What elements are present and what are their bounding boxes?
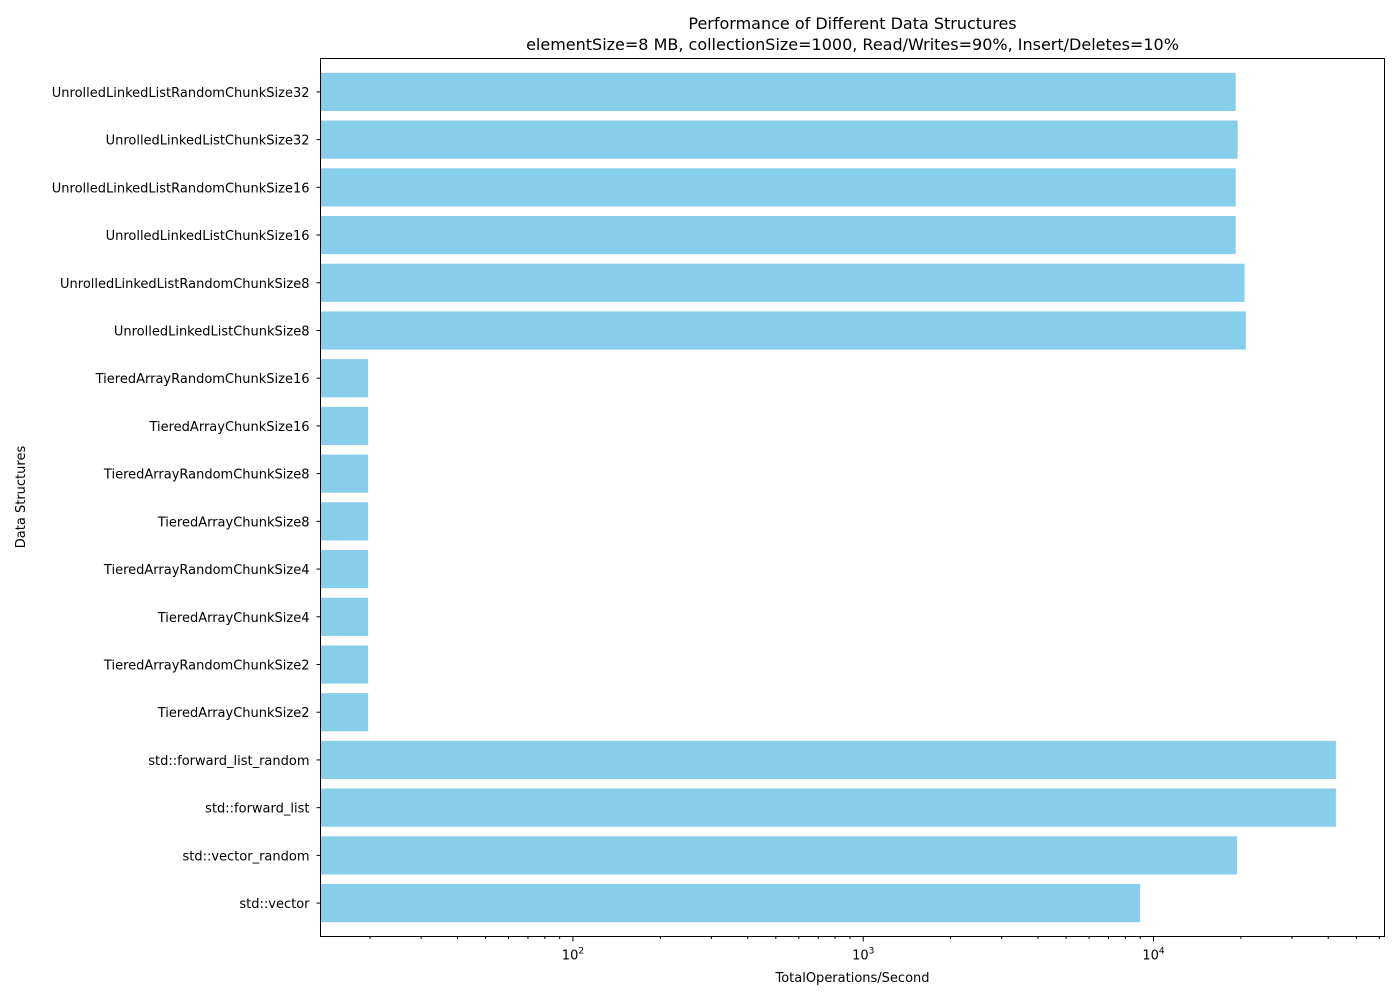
bar <box>320 693 369 732</box>
plot-frame <box>320 58 1385 937</box>
y-axis-label: Data Structures <box>14 446 29 549</box>
y-tick-label: UnrolledLinkedListChunkSize16 <box>106 229 310 244</box>
y-tick-label: std::vector <box>239 897 310 912</box>
y-tick-label: TieredArrayChunkSize2 <box>157 706 310 721</box>
bar <box>320 311 1246 350</box>
x-axis-ticks: 102 103 104 <box>369 936 1380 964</box>
y-tick-label: UnrolledLinkedListChunkSize32 <box>106 134 310 149</box>
x-axis-label: TotalOperations/Second <box>774 971 929 986</box>
y-axis-ticks: UnrolledLinkedListRandomChunkSize32 Unrol… <box>52 86 321 912</box>
y-tick-label: TieredArrayChunkSize8 <box>157 515 310 530</box>
x-tick-label: 104 <box>1142 947 1165 964</box>
chart-subtitle: elementSize=8 MB, collectionSize=1000, R… <box>526 35 1179 54</box>
bar <box>320 502 369 541</box>
bar <box>320 788 1336 827</box>
y-tick-label: TieredArrayRandomChunkSize2 <box>103 659 310 674</box>
y-tick-label: UnrolledLinkedListChunkSize8 <box>114 324 310 339</box>
bar <box>320 263 1245 302</box>
y-tick-label: std::forward_list <box>205 802 309 817</box>
bar <box>320 406 369 446</box>
bar <box>320 836 1238 875</box>
y-tick-label: TieredArrayChunkSize16 <box>148 420 309 435</box>
y-tick-label: std::vector_random <box>182 849 309 864</box>
bar <box>320 72 1236 111</box>
y-tick-label: TieredArrayRandomChunkSize4 <box>103 563 310 578</box>
y-tick-label: UnrolledLinkedListRandomChunkSize8 <box>60 277 309 292</box>
bar <box>320 120 1238 159</box>
y-tick-label: UnrolledLinkedListRandomChunkSize16 <box>52 181 310 196</box>
y-tick-label: TieredArrayRandomChunkSize8 <box>103 468 310 483</box>
bar <box>320 359 369 398</box>
bar <box>320 215 1236 255</box>
x-tick-label: 102 <box>562 947 584 964</box>
bar <box>320 740 1336 780</box>
y-tick-label: TieredArrayRandomChunkSize16 <box>95 372 310 387</box>
y-tick-label: TieredArrayChunkSize4 <box>157 611 310 626</box>
bar <box>320 168 1236 207</box>
bar <box>320 549 369 589</box>
x-tick-label: 103 <box>852 947 874 964</box>
bar <box>320 645 369 684</box>
chart-title: Performance of Different Data Structures <box>688 14 1016 33</box>
y-tick-label: std::forward_list_random <box>148 754 309 769</box>
bar <box>320 884 1141 923</box>
bars-group <box>320 72 1336 923</box>
bar <box>320 597 369 636</box>
y-tick-label: UnrolledLinkedListRandomChunkSize32 <box>52 86 310 101</box>
bar <box>320 454 369 493</box>
